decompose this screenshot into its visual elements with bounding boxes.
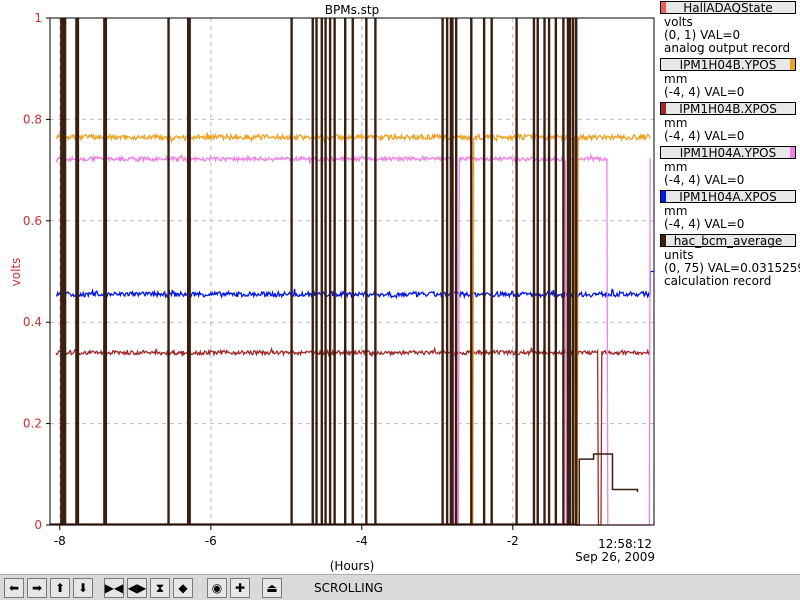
legend: HallADAQState volts (0, 1) VAL=0 analog out… xyxy=(656,0,800,288)
legend-item-label: IPM1H04A.XPOS xyxy=(679,190,777,204)
toolbar: SCROLLING ⬅ ➡ ⬆ ⬇ ▶◀ ◀▶ ⧗ ◆ ◉ ✚ ⏏ xyxy=(0,574,800,600)
legend-color-swatch xyxy=(661,191,666,202)
legend-item-ipm1h04a-ypos[interactable]: IPM1H04A.YPOS xyxy=(660,146,796,159)
series-hac-bcm-average-tail xyxy=(576,453,639,526)
legend-item-label: IPM1H04B.XPOS xyxy=(679,102,777,116)
legend-detail-line: volts xyxy=(664,15,693,29)
x-tick-label: -2 xyxy=(507,534,519,548)
legend-detail-line: mm xyxy=(664,116,688,130)
scroll-right-button[interactable]: ➡ xyxy=(27,578,47,598)
plot-frame xyxy=(49,17,655,526)
legend-detail-line: mm xyxy=(664,72,688,86)
scroll-up-button[interactable]: ⬆ xyxy=(50,578,70,598)
legend-color-swatch xyxy=(661,2,666,13)
zoom-out-y-button[interactable]: ◆ xyxy=(173,578,193,598)
legend-item-hac-bcm-average[interactable]: hac_bcm_average xyxy=(660,234,796,247)
legend-detail-line: mm xyxy=(664,160,688,174)
zoom-out-x-icon: ◀▶ xyxy=(127,581,147,595)
zoom-out-x-button[interactable]: ◀▶ xyxy=(127,578,147,598)
stripchart-plot: BPMs.stp 0 0.2 0.4 0.6 0.8 1 -8 -6 -4 -2 volts (… xyxy=(9,3,655,573)
x-axis-label: (Hours) xyxy=(330,559,375,573)
legend-detail-line: (-4, 4) VAL=0 xyxy=(664,173,745,187)
center-icon: ◉ xyxy=(211,581,223,595)
legend-item-ipm1h04b-ypos[interactable]: IPM1H04B.YPOS xyxy=(660,58,796,71)
y-tick-label: 1 xyxy=(34,11,42,25)
plus-icon: ✚ xyxy=(234,581,246,595)
legend-detail-line: calculation record xyxy=(664,274,772,288)
zoom-in-x-icon: ▶◀ xyxy=(104,581,124,595)
legend-detail-line: units xyxy=(664,248,694,262)
zoom-in-y-button[interactable]: ⧗ xyxy=(150,578,170,598)
end-date: Sep 26, 2009 xyxy=(575,550,655,564)
series-ipm1h04a-xpos-line xyxy=(56,270,654,301)
legend-color-swatch xyxy=(661,235,666,246)
legend-item-ipm1h04b-xpos[interactable]: IPM1H04B.XPOS xyxy=(660,102,796,115)
legend-item-label: IPM1H04A.YPOS xyxy=(679,146,777,160)
scroll-mode-icon: ⏏ xyxy=(266,581,278,595)
x-axis: -8 -6 -4 -2 xyxy=(54,525,519,548)
chart-title: BPMs.stp xyxy=(325,3,379,17)
zoom-out-y-icon: ◆ xyxy=(178,581,188,595)
legend-item-label: HallADAQState xyxy=(683,1,773,15)
y-tick-label: 0.4 xyxy=(23,315,42,329)
legend-color-swatch xyxy=(790,59,795,70)
legend-item-halladaqstate[interactable]: HallADAQState xyxy=(660,1,796,14)
legend-item-label: hac_bcm_average xyxy=(673,234,783,248)
y-axis-label: volts xyxy=(9,258,23,287)
legend-detail-line: (0, 75) VAL=0.0315259 xyxy=(664,261,800,275)
legend-color-swatch xyxy=(790,147,795,158)
zoom-in-y-icon: ⧗ xyxy=(155,580,165,595)
legend-item-label: IPM1H04B.YPOS xyxy=(679,58,777,72)
legend-item-ipm1h04a-xpos[interactable]: IPM1H04A.XPOS xyxy=(660,190,796,203)
y-axis: 0 0.2 0.4 0.6 0.8 1 xyxy=(23,11,50,532)
y-tick-label: 0 xyxy=(34,518,42,532)
center-button[interactable]: ◉ xyxy=(207,578,227,598)
arrow-down-icon: ⬇ xyxy=(77,581,89,595)
x-tick-label: -4 xyxy=(356,534,368,548)
end-time: 12:58:12 xyxy=(598,537,652,551)
legend-color-swatch xyxy=(661,103,666,114)
arrow-left-icon: ⬅ xyxy=(8,581,20,595)
legend-detail-line: analog output record xyxy=(664,41,791,55)
y-tick-label: 0.8 xyxy=(23,112,42,126)
legend-detail-line: (-4, 4) VAL=0 xyxy=(664,217,745,231)
legend-detail-line: (-4, 4) VAL=0 xyxy=(664,85,745,99)
x-tick-label: -6 xyxy=(205,534,217,548)
legend-detail-line: mm xyxy=(664,204,688,218)
y-tick-label: 0.2 xyxy=(23,417,42,431)
x-tick-label: -8 xyxy=(54,534,66,548)
y-tick-label: 0.6 xyxy=(23,214,42,228)
series-layer xyxy=(50,18,654,526)
legend-detail-line: (-4, 4) VAL=0 xyxy=(664,129,745,143)
arrow-right-icon: ➡ xyxy=(31,581,43,595)
scroll-down-button[interactable]: ⬇ xyxy=(73,578,93,598)
scroll-mode-button[interactable]: ⏏ xyxy=(262,578,282,598)
arrow-up-icon: ⬆ xyxy=(54,581,66,595)
status-label: SCROLLING xyxy=(314,581,383,595)
scroll-left-button[interactable]: ⬅ xyxy=(4,578,24,598)
zoom-in-x-button[interactable]: ▶◀ xyxy=(104,578,124,598)
legend-detail-line: (0, 1) VAL=0 xyxy=(664,28,741,42)
add-button[interactable]: ✚ xyxy=(230,578,250,598)
